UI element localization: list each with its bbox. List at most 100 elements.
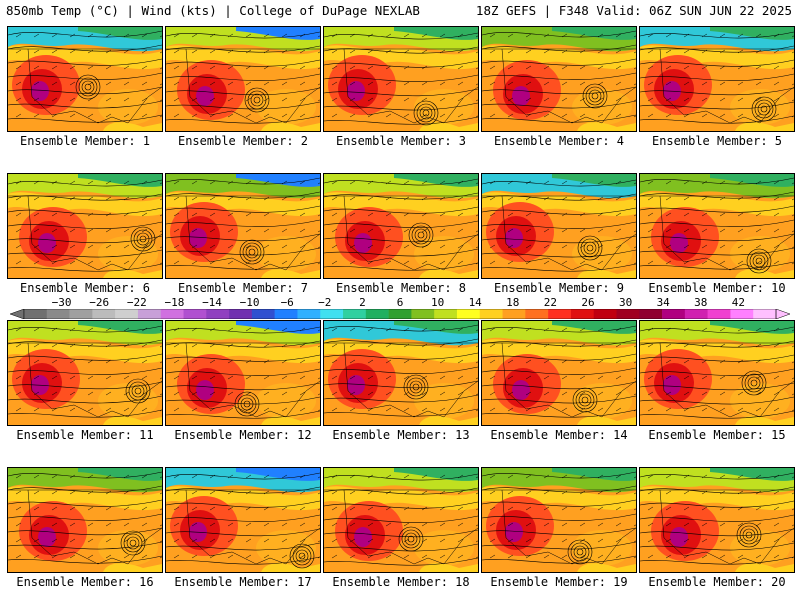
ensemble-map <box>323 173 479 279</box>
ensemble-map <box>165 26 321 132</box>
colorbar-segment <box>343 309 367 319</box>
map-image <box>324 27 478 131</box>
colorbar-tick-label: −10 <box>239 296 260 309</box>
map-image <box>166 174 320 278</box>
ensemble-member-label: Ensemble Member: 15 <box>648 428 786 442</box>
colorbar-segment <box>548 309 572 319</box>
map-image <box>166 27 320 131</box>
colorbar-segment <box>46 309 70 319</box>
colorbar-segment <box>320 309 344 319</box>
colorbar-segment <box>479 309 503 319</box>
colorbar-tick-label: 2 <box>359 296 366 309</box>
colorbar-segment <box>639 309 663 319</box>
map-image <box>640 321 794 425</box>
colorbar-segment <box>434 309 458 319</box>
colorbar-segment <box>411 309 435 319</box>
colorbar-segment <box>388 309 412 319</box>
ensemble-map <box>639 173 795 279</box>
ensemble-member-label: Ensemble Member: 18 <box>332 575 470 589</box>
ensemble-member-label: Ensemble Member: 6 <box>19 281 151 295</box>
colorbar-tick-label: 34 <box>656 296 670 309</box>
ensemble-map <box>639 26 795 132</box>
colorbar-tick-label: −14 <box>202 296 222 309</box>
colorbar-tick-label: −18 <box>164 296 185 309</box>
colorbar-segment <box>684 309 708 319</box>
colorbar-segment <box>137 309 162 319</box>
colorbar-segment <box>183 309 207 319</box>
colorbar-tick-label: −22 <box>126 296 147 309</box>
colorbar-segment <box>229 309 253 319</box>
map-image <box>640 174 794 278</box>
colorbar-tick-label: 10 <box>430 296 445 309</box>
ensemble-map <box>7 467 163 573</box>
map-image <box>640 27 794 131</box>
map-image <box>166 321 320 425</box>
ensemble-member-label: Ensemble Member: 16 <box>16 575 154 589</box>
map-image <box>482 321 636 425</box>
colorbar-tick-label: 38 <box>694 296 708 309</box>
colorbar-tick-label: 42 <box>731 296 746 309</box>
colorbar-segment <box>274 309 298 319</box>
ensemble-member-label: Ensemble Member: 2 <box>177 134 309 148</box>
ensemble-map <box>639 467 795 573</box>
ensemble-map <box>165 173 321 279</box>
ensemble-member-label: Ensemble Member: 20 <box>648 575 786 589</box>
ensemble-map <box>481 320 637 426</box>
ensemble-member-label: Ensemble Member: 12 <box>174 428 312 442</box>
map-image <box>482 468 636 572</box>
colorbar-segment <box>753 309 777 319</box>
ensemble-map <box>323 26 479 132</box>
ensemble-member-label: Ensemble Member: 9 <box>493 281 625 295</box>
colorbar-segment <box>593 309 617 319</box>
product-title: 850mb Temp (°C) | Wind (kts) | College o… <box>6 3 420 18</box>
map-image <box>8 321 162 425</box>
ensemble-member-label: Ensemble Member: 10 <box>648 281 786 295</box>
ensemble-map <box>165 320 321 426</box>
map-image <box>640 468 794 572</box>
colorbar-segment <box>206 309 230 319</box>
colorbar-tick-label: 18 <box>506 296 520 309</box>
colorbar-tick-label: −2 <box>318 296 332 309</box>
colorbar-segment <box>297 309 321 319</box>
colorbar-segment <box>456 309 481 319</box>
colorbar-segment <box>502 309 526 319</box>
map-image <box>8 27 162 131</box>
colorbar-tick-label: 30 <box>618 296 633 309</box>
ensemble-member-label: Ensemble Member: 5 <box>651 134 783 148</box>
map-image <box>324 468 478 572</box>
ensemble-map <box>7 320 163 426</box>
colorbar-tick-label: 26 <box>581 296 595 309</box>
map-image <box>324 321 478 425</box>
ensemble-member-label: Ensemble Member: 19 <box>490 575 628 589</box>
ensemble-map <box>7 26 163 132</box>
colorbar-segment <box>730 309 754 319</box>
ensemble-member-label: Ensemble Member: 1 <box>19 134 151 148</box>
ensemble-map <box>481 173 637 279</box>
colorbar-segment <box>69 309 93 319</box>
ensemble-member-label: Ensemble Member: 4 <box>493 134 625 148</box>
ensemble-member-label: Ensemble Member: 7 <box>177 281 309 295</box>
colorbar-segment <box>251 309 275 319</box>
map-header: 850mb Temp (°C) | Wind (kts) | College o… <box>0 0 800 22</box>
ensemble-member-label: Ensemble Member: 11 <box>16 428 154 442</box>
ensemble-map <box>481 26 637 132</box>
colorbar-bar <box>10 309 790 319</box>
map-image <box>482 174 636 278</box>
colorbar-tick-label: 14 <box>468 296 482 309</box>
colorbar-tick-label: 22 <box>543 296 558 309</box>
ensemble-member-label: Ensemble Member: 3 <box>335 134 467 148</box>
ensemble-map <box>481 467 637 573</box>
ensemble-member-label: Ensemble Member: 8 <box>335 281 467 295</box>
ensemble-member-label: Ensemble Member: 14 <box>490 428 628 442</box>
temperature-colorbar: −30 −26 −22 −18 −14 −10 −6 −2 2 6 10 14 18 22 26 30 34 38… <box>10 297 790 321</box>
run-valid-time: 18Z GEFS | F348 Valid: 06Z SUN JUN 22 20… <box>475 3 792 18</box>
map-image <box>166 468 320 572</box>
colorbar-segment <box>160 309 184 319</box>
map-image <box>482 27 636 131</box>
colorbar-segment <box>92 309 116 319</box>
colorbar-tick-label: 6 <box>396 296 404 309</box>
ensemble-map <box>323 467 479 573</box>
colorbar-segment <box>115 309 139 319</box>
map-image <box>8 174 162 278</box>
map-image <box>324 174 478 278</box>
